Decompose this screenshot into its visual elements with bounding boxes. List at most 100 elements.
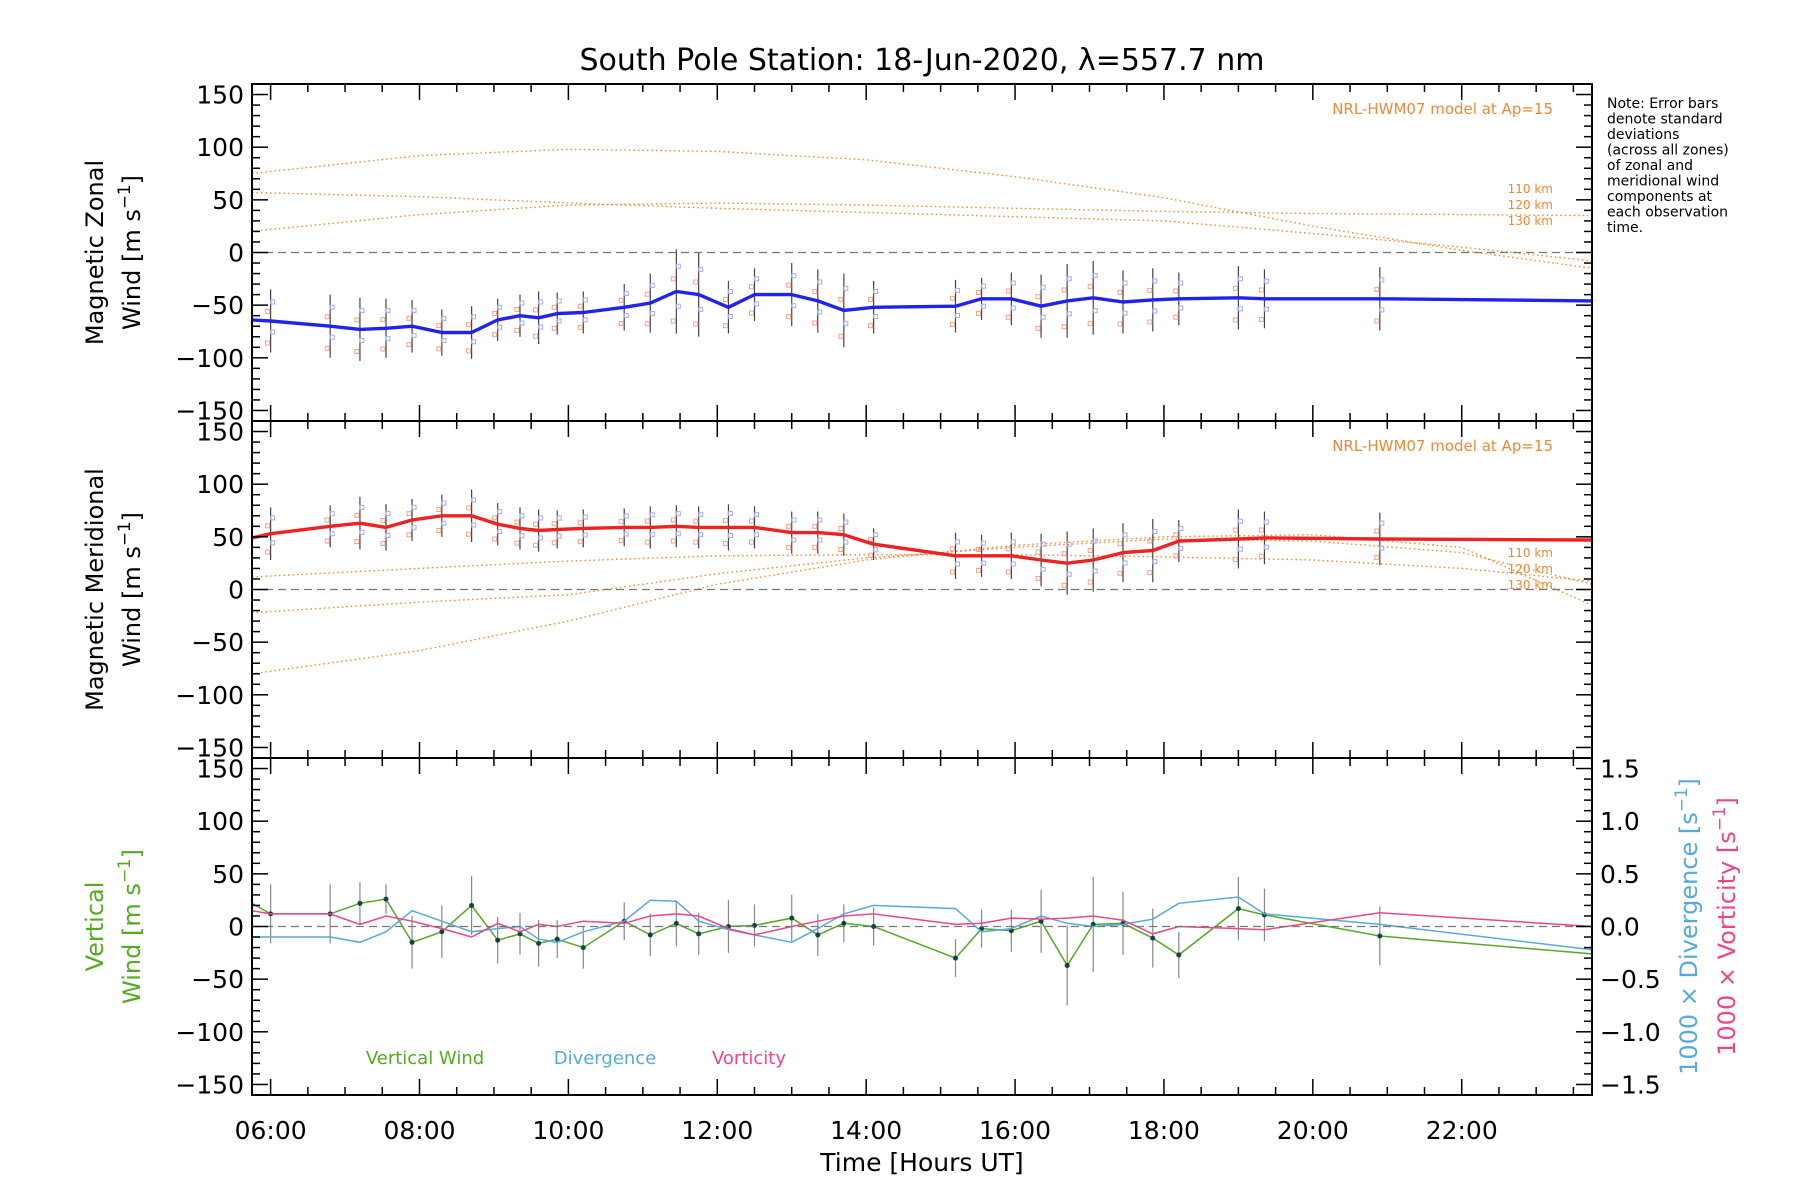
- data-point: [1150, 935, 1156, 941]
- data-point: [439, 929, 445, 935]
- sample-point: [380, 541, 386, 547]
- data-point: [357, 900, 363, 906]
- sample-point: [749, 539, 754, 545]
- sample-point: [649, 512, 655, 518]
- sample-point: [514, 540, 520, 546]
- sample-point: [1117, 570, 1123, 576]
- x-tick-label: 16:00: [979, 1116, 1051, 1145]
- sample-point: [1087, 548, 1093, 554]
- model-alt-label: 110 km: [1508, 182, 1553, 196]
- right-tick-label: 1.5: [1600, 755, 1640, 784]
- data-point: [789, 915, 795, 921]
- sample-point: [1005, 314, 1011, 320]
- sample-point: [1237, 546, 1243, 552]
- sample-point: [492, 332, 498, 338]
- sample-point: [270, 329, 276, 335]
- sample-point: [359, 307, 365, 313]
- x-tick-label: 18:00: [1128, 1116, 1200, 1145]
- sample-point: [1379, 520, 1385, 526]
- model-alt-label: 120 km: [1508, 198, 1553, 212]
- sample-point: [675, 511, 681, 517]
- y-axis-label-line1: Magnetic Meridional: [81, 468, 109, 711]
- sample-point: [786, 523, 792, 529]
- sample-point: [1092, 308, 1098, 314]
- sample-point: [812, 523, 818, 529]
- model-curve-120km: [251, 538, 1593, 614]
- note-line: deviations: [1607, 127, 1679, 143]
- sample-point: [1173, 314, 1179, 320]
- data-point: [517, 931, 523, 937]
- sample-point: [354, 317, 360, 323]
- sample-point: [1258, 553, 1264, 559]
- sample-point: [411, 332, 417, 338]
- sample-point: [675, 263, 681, 269]
- sample-point: [577, 303, 583, 309]
- data-point: [673, 920, 679, 926]
- sample-point: [354, 512, 360, 518]
- sample-point: [693, 518, 699, 524]
- y-tick-label: 50: [212, 860, 244, 889]
- y-axis-label-line2: Wind [m s−1]: [114, 175, 146, 330]
- legend-item: Divergence: [554, 1048, 657, 1069]
- sample-point: [950, 569, 955, 575]
- sample-point: [838, 333, 844, 339]
- sample-point: [791, 273, 797, 279]
- sample-point: [270, 299, 276, 305]
- x-axis-label: Time [Hours UT]: [819, 1148, 1023, 1177]
- sample-point: [471, 497, 477, 503]
- sample-point: [1152, 278, 1158, 284]
- x-tick-label: 12:00: [681, 1116, 753, 1145]
- sample-point: [1232, 285, 1238, 291]
- sample-point: [1178, 280, 1184, 286]
- sample-point: [406, 315, 412, 321]
- sample-point: [1263, 519, 1269, 525]
- legend-item: Vertical Wind: [366, 1048, 484, 1069]
- sample-point: [950, 295, 955, 301]
- sample-point: [270, 515, 276, 521]
- sample-point: [868, 296, 874, 302]
- sample-point: [693, 279, 699, 285]
- sample-point: [466, 322, 472, 328]
- sample-point: [1061, 287, 1067, 293]
- sample-point: [436, 323, 442, 329]
- model-curve-120km: [251, 191, 1593, 262]
- series-line-meridional: [251, 514, 1593, 565]
- data-point: [815, 932, 821, 938]
- sample-point: [1147, 570, 1153, 576]
- sample-point: [1010, 561, 1016, 567]
- y-axis-label-line1: Vertical: [81, 882, 109, 972]
- sample-point: [843, 519, 849, 525]
- sample-point: [981, 540, 987, 546]
- sample-point: [1122, 280, 1128, 286]
- y-axis-label-line2: Wind [m s−1]: [114, 512, 146, 667]
- sample-point: [1066, 541, 1072, 547]
- sample-point: [749, 310, 754, 316]
- y-tick-label: 0: [228, 913, 244, 942]
- sample-point: [670, 538, 676, 544]
- note-line: of zonal and: [1607, 158, 1693, 174]
- sample-point: [1035, 294, 1041, 300]
- data-point: [1064, 962, 1070, 968]
- sample-point: [406, 532, 412, 538]
- data-point: [841, 920, 847, 926]
- sample-point: [551, 304, 557, 310]
- sample-point: [817, 537, 823, 543]
- model-alt-label: 130 km: [1508, 578, 1553, 592]
- sample-point: [556, 298, 562, 304]
- sample-point: [843, 539, 849, 545]
- sample-point: [786, 544, 792, 550]
- data-point: [871, 924, 877, 929]
- sample-point: [471, 339, 477, 345]
- y-tick-label: −150: [175, 1070, 244, 1099]
- sample-point: [497, 529, 503, 535]
- sample-point: [843, 285, 849, 291]
- sample-point: [380, 316, 386, 322]
- sample-point: [556, 533, 562, 539]
- sample-point: [976, 311, 982, 317]
- sample-point: [441, 316, 447, 322]
- sample-point: [1087, 579, 1093, 585]
- sample-point: [1010, 280, 1016, 286]
- sample-point: [1117, 290, 1123, 296]
- data-point: [536, 940, 542, 946]
- sample-point: [873, 547, 879, 553]
